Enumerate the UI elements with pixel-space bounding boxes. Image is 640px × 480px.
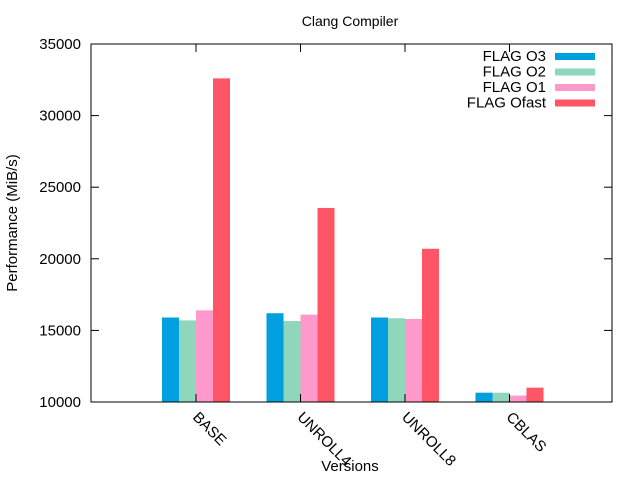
bar-flag-o2-cblas bbox=[492, 392, 510, 402]
x-tick-label-unroll8: UNROLL8 bbox=[398, 409, 459, 470]
legend-label-flag-o2: FLAG O2 bbox=[483, 64, 546, 81]
plot-frame bbox=[90, 43, 613, 403]
bar-flag-ofast-unroll4 bbox=[317, 207, 335, 402]
y-tick-label: 10000 bbox=[39, 394, 81, 411]
bar-flag-o1-unroll8 bbox=[405, 318, 422, 402]
bar-flag-o3-cblas bbox=[475, 392, 493, 402]
legend-label-flag-o3: FLAG O3 bbox=[483, 48, 546, 65]
legend-label-flag-o1: FLAG O1 bbox=[483, 79, 546, 96]
bar-flag-ofast-unroll8 bbox=[422, 248, 439, 402]
legend-swatch-flag-o1 bbox=[555, 84, 595, 91]
bar-flag-ofast-base bbox=[213, 78, 230, 403]
x-tick-label-cblas: CBLAS bbox=[503, 409, 550, 456]
chart-title: Clang Compiler bbox=[302, 13, 399, 29]
y-tick-label: 20000 bbox=[39, 251, 81, 268]
bar-flag-o3-unroll4 bbox=[266, 313, 284, 402]
bar-flag-o1-cblas bbox=[509, 395, 527, 402]
bar-flag-o2-unroll8 bbox=[388, 318, 405, 402]
y-tick-label: 35000 bbox=[39, 36, 81, 53]
bar-flag-ofast-cblas bbox=[526, 387, 544, 402]
legend-swatch-flag-o3 bbox=[555, 53, 595, 60]
bar-flag-o1-unroll4 bbox=[300, 314, 318, 402]
y-tick-label: 30000 bbox=[39, 108, 81, 125]
y-tick-label: 25000 bbox=[39, 179, 81, 196]
bar-flag-o3-base bbox=[162, 317, 179, 402]
x-tick-label-base: BASE bbox=[189, 409, 229, 449]
y-axis-label: Performance (MiB/s) bbox=[4, 154, 21, 292]
bar-flag-o1-base bbox=[196, 310, 213, 402]
legend-swatch-flag-o2 bbox=[555, 68, 595, 76]
bar-flag-o2-base bbox=[179, 320, 196, 402]
x-axis-label: Versions bbox=[321, 458, 379, 475]
bar-flag-o3-unroll8 bbox=[371, 317, 388, 402]
legend-swatch-flag-ofast bbox=[555, 99, 595, 107]
bar-flag-o2-unroll4 bbox=[283, 321, 301, 402]
legend-label-flag-ofast: FLAG Ofast bbox=[467, 95, 547, 112]
y-tick-label: 15000 bbox=[39, 322, 81, 339]
